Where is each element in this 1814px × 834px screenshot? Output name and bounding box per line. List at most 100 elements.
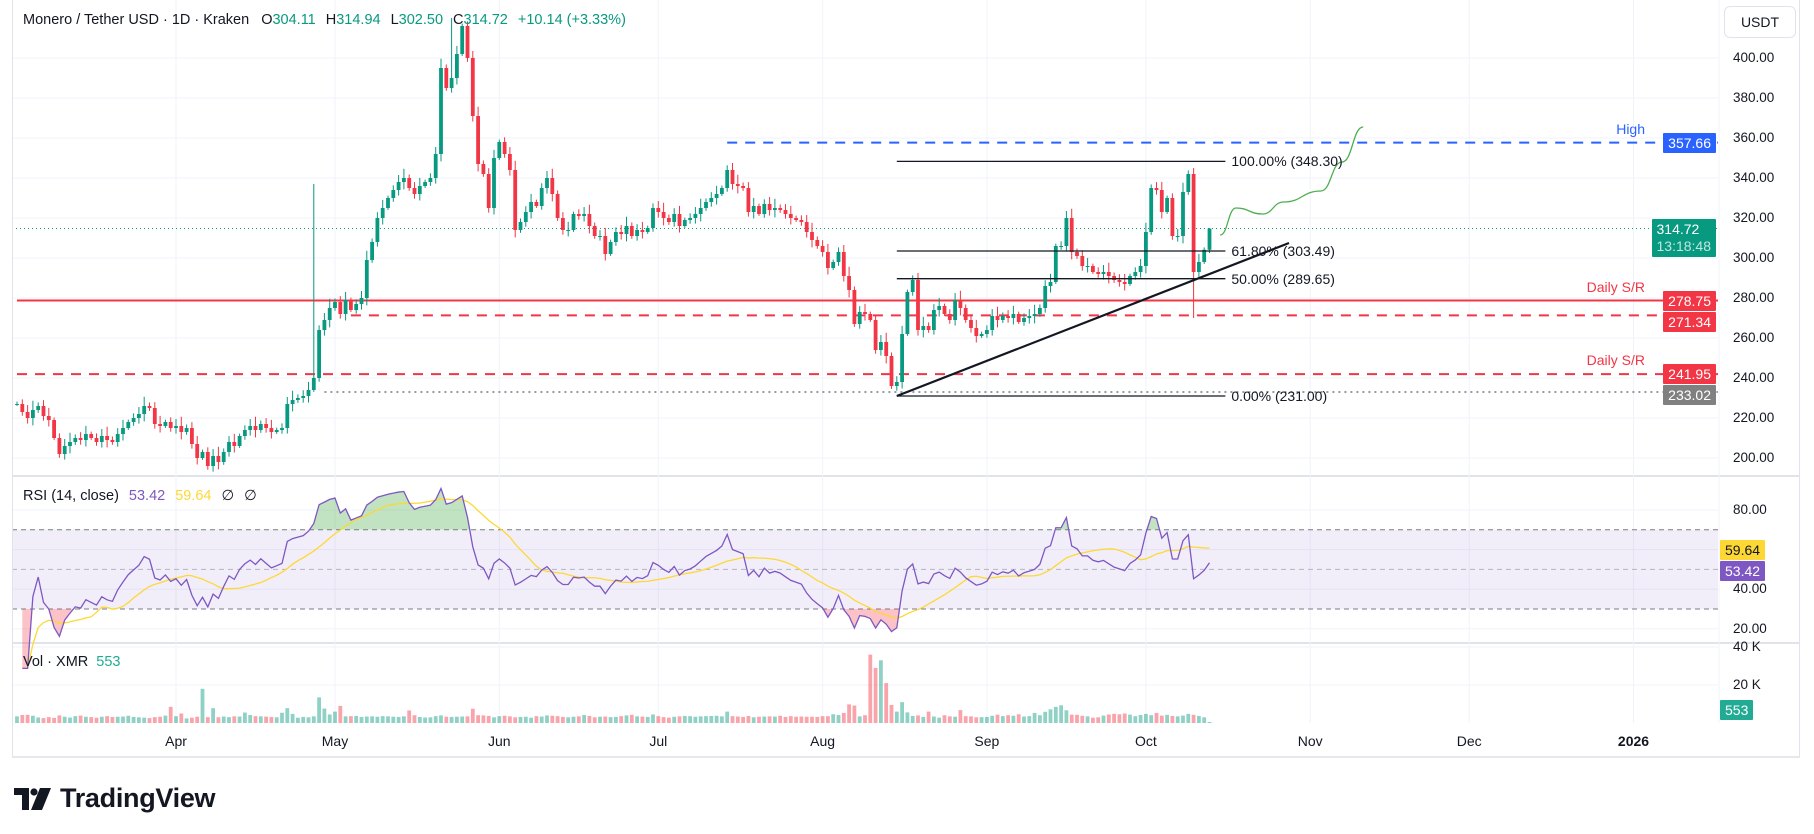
candle <box>863 303 867 321</box>
volume-bar <box>1000 716 1005 723</box>
candle <box>158 415 162 433</box>
candle <box>168 417 173 432</box>
candle <box>301 390 306 403</box>
volume-bar <box>1064 710 1069 723</box>
volume-bar <box>290 713 295 723</box>
candle <box>327 298 332 328</box>
candle <box>640 221 645 239</box>
candle <box>667 214 671 225</box>
candle <box>417 177 422 201</box>
rsi-axis-label: 80.00 <box>1733 502 1767 517</box>
volume-bar <box>502 715 507 723</box>
candle-body <box>444 68 449 88</box>
candle <box>629 222 634 239</box>
candle <box>126 419 131 430</box>
candle-body <box>614 232 618 242</box>
volume-bar <box>258 716 263 723</box>
candle-body <box>1064 218 1069 246</box>
volume-bar <box>264 716 268 723</box>
candle <box>354 299 359 314</box>
candle <box>1027 309 1032 324</box>
candle <box>1038 304 1042 317</box>
volume-bar <box>852 705 857 723</box>
candle <box>375 212 380 247</box>
volume-bar <box>836 715 841 723</box>
candle-body <box>635 230 639 236</box>
volume-bar <box>995 714 1000 723</box>
candle <box>57 433 62 458</box>
candle-body <box>227 442 231 452</box>
currency-button[interactable]: USDT <box>1724 6 1796 38</box>
candle <box>741 182 745 191</box>
candle-body <box>841 252 846 276</box>
candle <box>423 179 427 188</box>
candle <box>179 416 184 440</box>
volume-bar <box>672 716 677 723</box>
volume-bar <box>492 717 496 723</box>
volume-bar <box>958 710 963 723</box>
candle <box>773 198 777 218</box>
candle <box>545 171 549 194</box>
time-axis-label: May <box>321 733 349 749</box>
candle <box>110 436 115 445</box>
candle-body <box>651 208 655 228</box>
candle-body <box>873 320 878 350</box>
volume-bar <box>280 712 284 723</box>
volume-bar <box>481 715 486 723</box>
rsi-title[interactable]: RSI (14, close) <box>23 488 119 504</box>
candle <box>1043 280 1048 313</box>
candle-body <box>31 410 35 418</box>
candle-body <box>476 116 480 164</box>
volume-bar <box>1122 713 1127 723</box>
price-axis-label: 220.00 <box>1733 410 1775 425</box>
candle <box>894 376 899 391</box>
symbol-legend: Monero / Tether USD · 1D · Kraken O 304.1… <box>23 12 632 28</box>
candle-body <box>1048 282 1053 286</box>
candle-body <box>926 326 931 330</box>
candle <box>386 195 390 210</box>
candle <box>20 399 25 416</box>
candle <box>905 289 910 336</box>
candle <box>1170 193 1175 240</box>
candle <box>1207 228 1212 253</box>
volume-bar <box>932 716 936 723</box>
volume-title[interactable]: Vol · XMR <box>23 654 89 670</box>
candle <box>651 203 655 232</box>
candle-body <box>937 306 942 310</box>
candle <box>1069 208 1074 260</box>
candle <box>1011 305 1016 325</box>
volume-bar <box>89 717 94 723</box>
price-axis-label: 320.00 <box>1733 210 1775 225</box>
volume-bar <box>41 718 46 723</box>
candle-body <box>338 302 343 314</box>
volume-bar <box>147 718 152 723</box>
candle <box>1159 181 1164 219</box>
level-note: High <box>1616 120 1645 137</box>
tradingview-logo[interactable]: TradingView <box>14 783 216 814</box>
volume-bar <box>1144 713 1148 723</box>
candle <box>322 313 327 336</box>
candle-body <box>894 382 899 386</box>
candle <box>68 432 72 454</box>
volume-bar <box>1128 714 1132 723</box>
volume-bar <box>794 716 798 723</box>
candle <box>142 396 147 422</box>
price-chart[interactable] <box>0 0 1814 760</box>
volume-bar <box>619 716 624 723</box>
volume-bar <box>841 712 846 723</box>
candle-body <box>804 222 809 232</box>
candle-body <box>539 188 544 206</box>
volume-bar <box>205 717 210 723</box>
candle-body <box>306 390 311 396</box>
candle <box>953 293 957 326</box>
candle <box>1022 313 1026 326</box>
volume-bar <box>1022 716 1026 723</box>
candle-body <box>121 428 125 434</box>
candle-body <box>990 316 995 330</box>
volume-bar <box>1053 706 1058 723</box>
candle-body <box>359 298 364 304</box>
volume-bar <box>84 716 88 723</box>
symbol-title[interactable]: Monero / Tether USD · 1D · Kraken <box>23 12 250 28</box>
candle-body <box>1202 249 1207 262</box>
volume-bar <box>767 716 772 723</box>
